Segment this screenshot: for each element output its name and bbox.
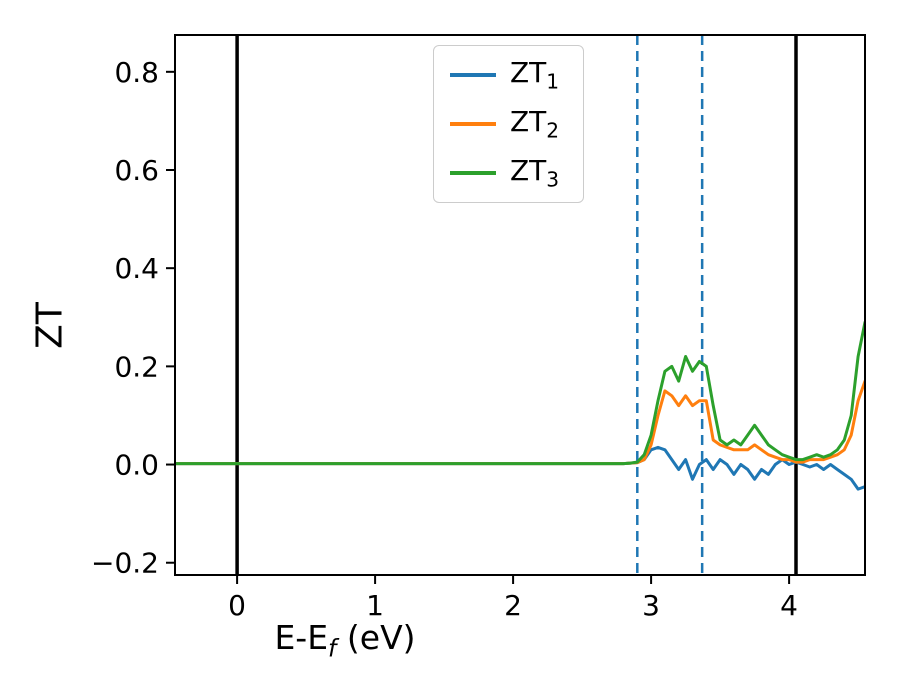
- legend-item-zt1: ZT1: [450, 56, 560, 94]
- y-tick-label: 0.2: [114, 350, 159, 383]
- series-line-zt3: [175, 320, 865, 466]
- x-axis-label-suffix: (eV): [336, 618, 416, 657]
- x-tick-label: 3: [642, 589, 660, 622]
- x-tick-label: 4: [780, 589, 798, 622]
- y-tick-label: 0.6: [114, 154, 159, 187]
- legend: ZT1 ZT2 ZT3: [433, 45, 585, 204]
- legend-label-zt2: ZT2: [510, 104, 560, 143]
- legend-label-zt1: ZT1: [510, 56, 560, 94]
- legend-item-zt2: ZT2: [450, 104, 560, 143]
- x-tick-label: 1: [366, 589, 384, 622]
- legend-item-zt3: ZT3: [450, 153, 560, 192]
- y-tick-label: −0.2: [91, 547, 159, 580]
- axes-frame: [174, 34, 866, 576]
- legend-swatch-zt2: [450, 122, 496, 127]
- legend-swatch-zt3: [450, 170, 496, 175]
- x-axis-label-prefix: E-E: [274, 618, 329, 657]
- series-line-zt2: [175, 379, 865, 466]
- x-axis-label-subscript: f: [328, 634, 337, 663]
- y-tick-label: 0.8: [114, 56, 159, 89]
- y-tick-label: 0.0: [114, 449, 159, 482]
- x-tick-label: 2: [504, 589, 522, 622]
- x-axis-label: E-Ef (eV): [0, 618, 865, 663]
- x-tick-label: 0: [228, 589, 246, 622]
- legend-label-zt3: ZT3: [510, 153, 560, 192]
- legend-swatch-zt1: [450, 73, 496, 78]
- y-axis-label: ZT: [29, 302, 71, 349]
- series-line-zt1: [175, 445, 865, 491]
- y-tick-label: 0.4: [114, 252, 159, 285]
